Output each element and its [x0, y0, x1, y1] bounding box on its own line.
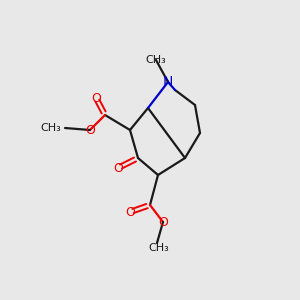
- Text: O: O: [158, 215, 168, 229]
- Text: O: O: [113, 161, 123, 175]
- Text: CH₃: CH₃: [146, 55, 167, 65]
- Text: O: O: [91, 92, 101, 104]
- Text: O: O: [125, 206, 135, 218]
- Text: N: N: [163, 75, 173, 89]
- Text: CH₃: CH₃: [40, 123, 61, 133]
- Text: O: O: [85, 124, 95, 136]
- Text: CH₃: CH₃: [148, 243, 170, 253]
